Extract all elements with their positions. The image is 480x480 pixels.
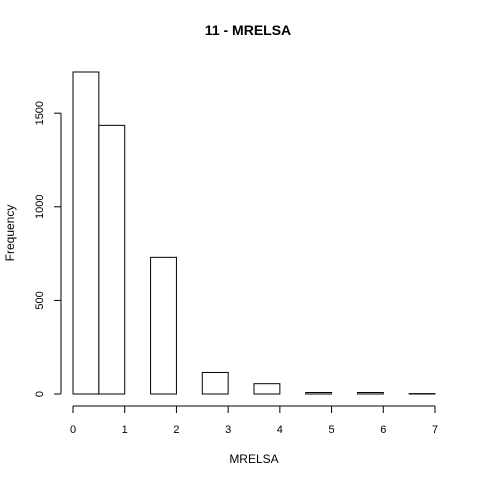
y-tick-label: 1000: [34, 195, 46, 219]
histogram-bar: [150, 256, 177, 395]
y-axis-label: Frequency: [3, 205, 17, 262]
x-axis-label: MRELSA: [229, 452, 278, 466]
y-tick-label: 0: [34, 391, 46, 397]
chart-title: 11 - MRELSA: [205, 22, 291, 38]
x-axis: 0 1 2 3 4 5 6 7: [70, 405, 438, 436]
x-tick-label: 6: [380, 424, 386, 436]
histogram-bar: [305, 392, 333, 395]
x-tick-label: 7: [432, 424, 438, 436]
x-tick-label: 3: [225, 424, 231, 436]
histogram-bar: [201, 371, 229, 395]
x-tick-label: 0: [70, 424, 76, 436]
histogram-bar: [72, 71, 100, 395]
x-tick-label: 1: [122, 424, 128, 436]
histogram-bar: [356, 392, 384, 395]
y-tick-label: 500: [34, 291, 46, 309]
y-tick-label: 1500: [34, 101, 46, 125]
x-tick-label: 2: [173, 424, 179, 436]
x-tick-label: 4: [277, 424, 283, 436]
histogram-bar: [253, 383, 281, 395]
bars-group: [72, 71, 436, 395]
y-axis: 0 500 1000 1500: [34, 101, 62, 397]
x-tick-label: 5: [329, 424, 335, 436]
histogram-bar: [98, 124, 126, 395]
